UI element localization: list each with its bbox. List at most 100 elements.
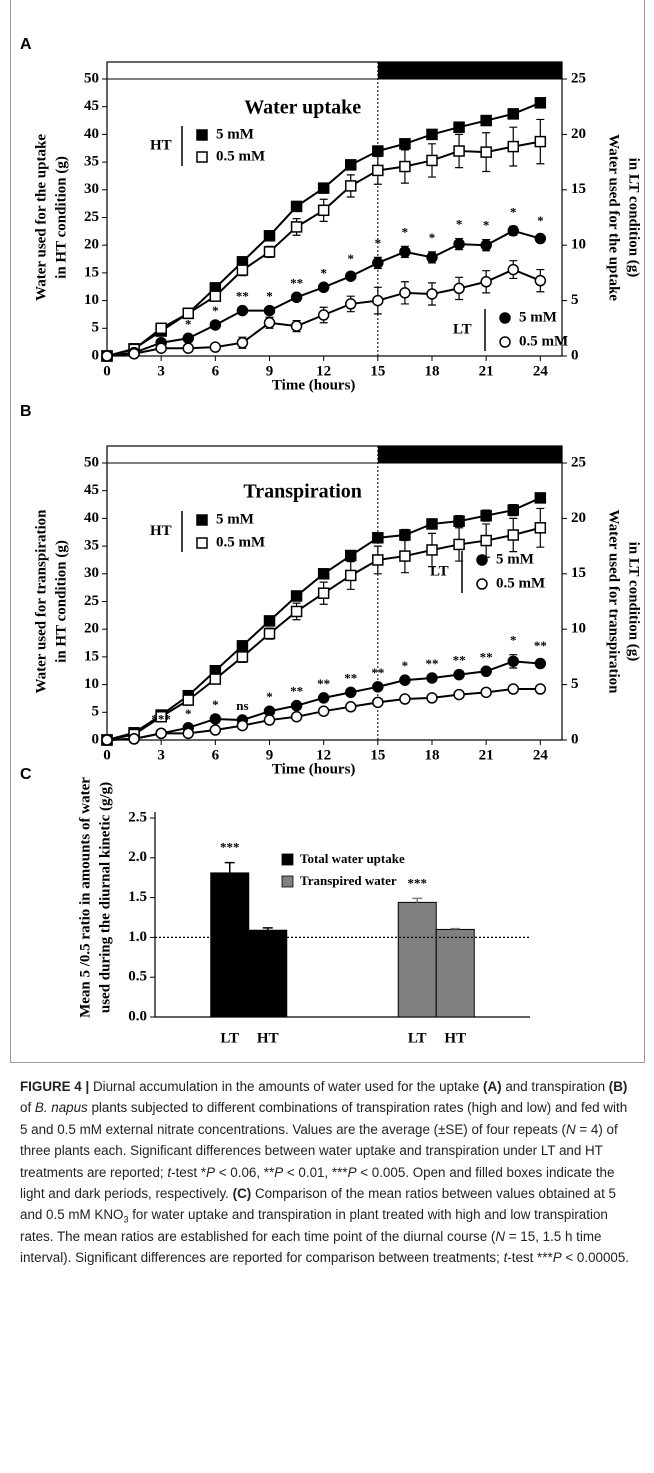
data-point [236, 719, 249, 732]
x-tick-label: 0 [103, 363, 111, 379]
legend-marker [196, 514, 208, 526]
y2-tick-label: 25 [571, 70, 586, 86]
data-point [209, 290, 222, 302]
significance-label: *** [151, 711, 171, 726]
data-point [453, 668, 465, 681]
error-bar [450, 927, 461, 930]
data-point [507, 504, 519, 516]
data-point [534, 274, 547, 287]
legend-marker [196, 537, 208, 549]
category-label: HT [444, 1030, 466, 1046]
y2-tick-label: 25 [571, 454, 586, 470]
x-tick-label: 24 [533, 747, 549, 763]
caption-text: P [347, 1164, 357, 1180]
data-point [480, 534, 492, 547]
x-tick-label: 6 [212, 363, 220, 379]
y-tick-label: 1.5 [128, 889, 147, 905]
data-point [317, 309, 330, 321]
significance-label: * [212, 303, 219, 318]
caption-text: Comparison of the mean ratios between va… [20, 1186, 616, 1223]
x-tick-label: 3 [157, 747, 165, 763]
data-point [426, 288, 438, 300]
y-tick-label: 2.0 [128, 849, 147, 865]
y2-tick-label: 20 [571, 510, 586, 526]
legend-swatch [281, 853, 294, 866]
y2-axis-label: Water used for transpiration [606, 509, 622, 694]
y2-tick-label: 0 [571, 347, 579, 363]
data-point [399, 246, 411, 258]
data-point [507, 683, 519, 695]
data-point [507, 140, 519, 153]
legend-label: Transpired water [300, 873, 397, 888]
data-point [426, 154, 438, 167]
significance-label: * [266, 289, 273, 304]
legend-swatch [281, 875, 294, 888]
x-tick-label: 3 [157, 363, 165, 379]
legend-group-label: HT [150, 523, 172, 539]
data-point [534, 657, 547, 670]
data-point [399, 529, 411, 541]
caption-text: < 0.06, ** [215, 1164, 275, 1180]
data-point [345, 569, 357, 582]
data-point [480, 239, 492, 251]
data-point [426, 251, 438, 264]
figure-frame [10, 0, 645, 1063]
data-point [317, 692, 330, 704]
significance-label: ** [290, 275, 303, 290]
data-point [317, 705, 330, 717]
bar [397, 901, 437, 1018]
y-tick-label: 15 [84, 648, 99, 664]
y-tick-label: 30 [84, 565, 99, 581]
y-tick-label: 20 [84, 237, 99, 253]
data-point [290, 699, 303, 712]
y-tick-label: 20 [84, 621, 99, 637]
y-tick-label: 0.0 [128, 1008, 147, 1024]
data-point [236, 640, 249, 652]
data-point [399, 160, 411, 173]
legend-group-label: LT [430, 563, 449, 579]
data-point [372, 696, 384, 709]
data-point [372, 145, 384, 157]
y-tick-label: 10 [84, 292, 99, 308]
data-point [182, 694, 194, 706]
series-line [106, 496, 541, 741]
y2-axis-label: Water used for the uptake [606, 134, 622, 301]
y-tick-label: 50 [84, 454, 99, 470]
x-tick-label: 18 [425, 363, 440, 379]
y-tick-label: 0.5 [128, 969, 147, 985]
y2-tick-label: 10 [571, 237, 586, 253]
data-point [372, 532, 384, 544]
caption-text: < 0.005. Open and filled boxes indicate … [20, 1164, 615, 1202]
data-point [534, 683, 547, 695]
legend-label: 5 mM [216, 126, 254, 142]
caption-text: = 15, 1.5 h time interval). Significant … [20, 1228, 602, 1266]
data-point [317, 182, 330, 194]
data-point [128, 733, 140, 745]
data-point [263, 627, 276, 640]
data-point [507, 529, 519, 541]
caption-text: plants subjected to different combinatio… [20, 1100, 628, 1137]
data-point [209, 673, 222, 685]
y-tick-label: 0 [92, 347, 100, 363]
significance-label: ns [236, 698, 248, 713]
significance-label: *** [220, 840, 240, 855]
data-point [453, 538, 465, 551]
data-point [182, 342, 194, 354]
caption-text: t [167, 1164, 172, 1180]
plot-frame [106, 445, 563, 741]
data-point [507, 655, 519, 668]
x-tick-label: 15 [370, 747, 385, 763]
legend-marker [499, 312, 511, 324]
caption-text: N [566, 1121, 576, 1137]
caption-text: P [206, 1164, 216, 1180]
x-axis-label: Time (hours) [272, 761, 355, 777]
data-point [534, 135, 547, 148]
significance-label: * [266, 689, 273, 704]
data-point [290, 291, 303, 304]
significance-label: ** [317, 676, 330, 691]
caption-text: Diurnal accumulation in the amounts of w… [89, 1079, 483, 1094]
significance-label: * [402, 224, 409, 239]
data-point [236, 336, 249, 349]
significance-label: * [375, 235, 382, 250]
y-tick-label: 5 [92, 704, 100, 720]
